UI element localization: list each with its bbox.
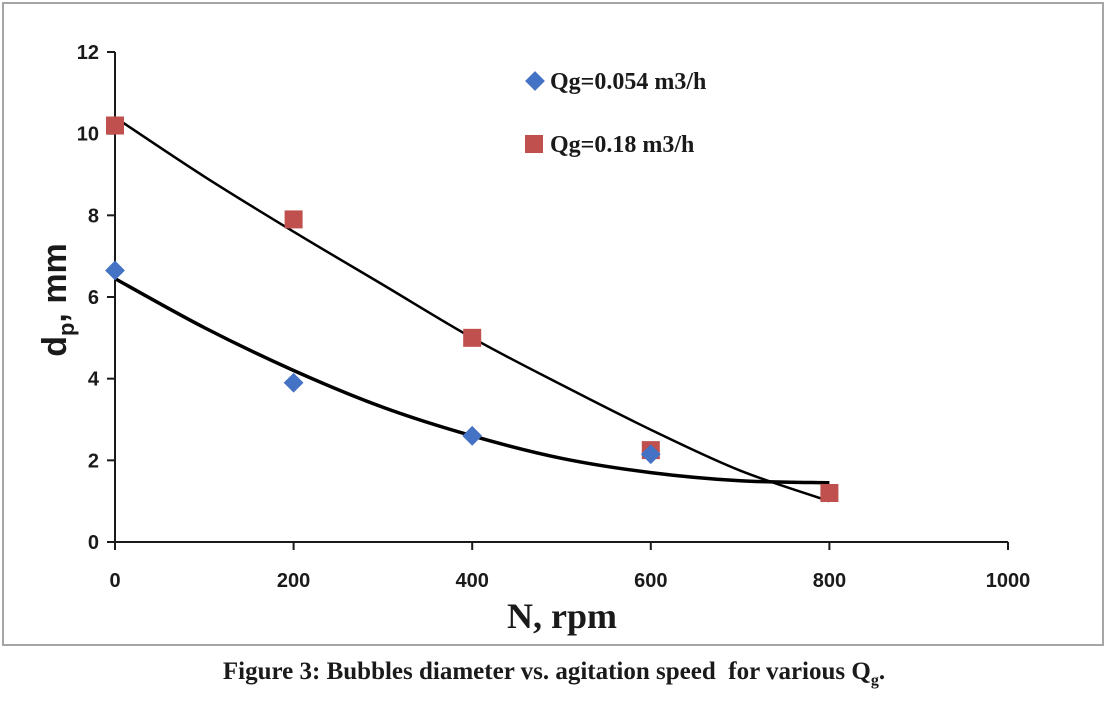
data-point-series-1	[462, 425, 483, 446]
x-axis-title: N, rpm	[507, 596, 617, 636]
y-ticks: 0 2 4 6 8 10 12	[77, 42, 115, 554]
x-tick-label: 0	[109, 570, 120, 592]
x-tick-label: 600	[634, 570, 667, 592]
y-tick-label: 12	[77, 42, 99, 64]
data-markers	[105, 116, 839, 502]
legend-entry-series-2: Qg=0.18 m3/h	[525, 132, 694, 158]
legend-marker-square	[525, 135, 543, 153]
y-tick-label: 6	[88, 287, 99, 309]
x-tick-label: 400	[456, 570, 489, 592]
x-ticks: 0 200 400 600 800 1000	[109, 542, 1030, 592]
figure-caption: Figure 3: Bubbles diameter vs. agitation…	[0, 658, 1108, 690]
y-axis-title: dp, mm	[36, 243, 79, 357]
y-tick-label: 0	[88, 532, 99, 554]
caption-subscript: g	[870, 672, 879, 689]
data-point-series-1	[283, 372, 304, 393]
axes	[114, 52, 1008, 543]
x-tick-label: 200	[277, 570, 310, 592]
caption-text: Figure 3: Bubbles diameter vs. agitation…	[222, 658, 871, 685]
trendline-series-1	[114, 277, 830, 485]
legend-label-series-1: Qg=0.054 m3/h	[550, 69, 706, 95]
legend-entry-series-1: Qg=0.054 m3/h	[525, 69, 706, 95]
caption-end: .	[878, 658, 886, 685]
y-tick-label: 4	[88, 369, 100, 391]
legend-marker-diamond	[525, 71, 545, 91]
legend-label-series-2: Qg=0.18 m3/h	[550, 132, 694, 158]
y-axis-title-main: d	[36, 336, 74, 357]
y-axis-title-unit: , mm	[36, 243, 74, 322]
data-point-series-2	[106, 116, 124, 135]
data-point-series-1	[105, 260, 125, 281]
x-tick-label: 800	[813, 570, 846, 592]
data-point-series-2	[463, 328, 482, 347]
y-tick-label: 10	[77, 124, 99, 146]
y-tick-label: 8	[88, 205, 99, 227]
chart-frame	[2, 2, 1104, 646]
data-point-series-2	[284, 210, 303, 229]
x-tick-label: 1000	[986, 570, 1031, 592]
legend: Qg=0.054 m3/h Qg=0.18 m3/h	[525, 69, 706, 158]
y-tick-label: 2	[88, 450, 99, 472]
data-point-series-2	[820, 484, 839, 502]
y-axis-title-subscript: p	[54, 323, 79, 336]
